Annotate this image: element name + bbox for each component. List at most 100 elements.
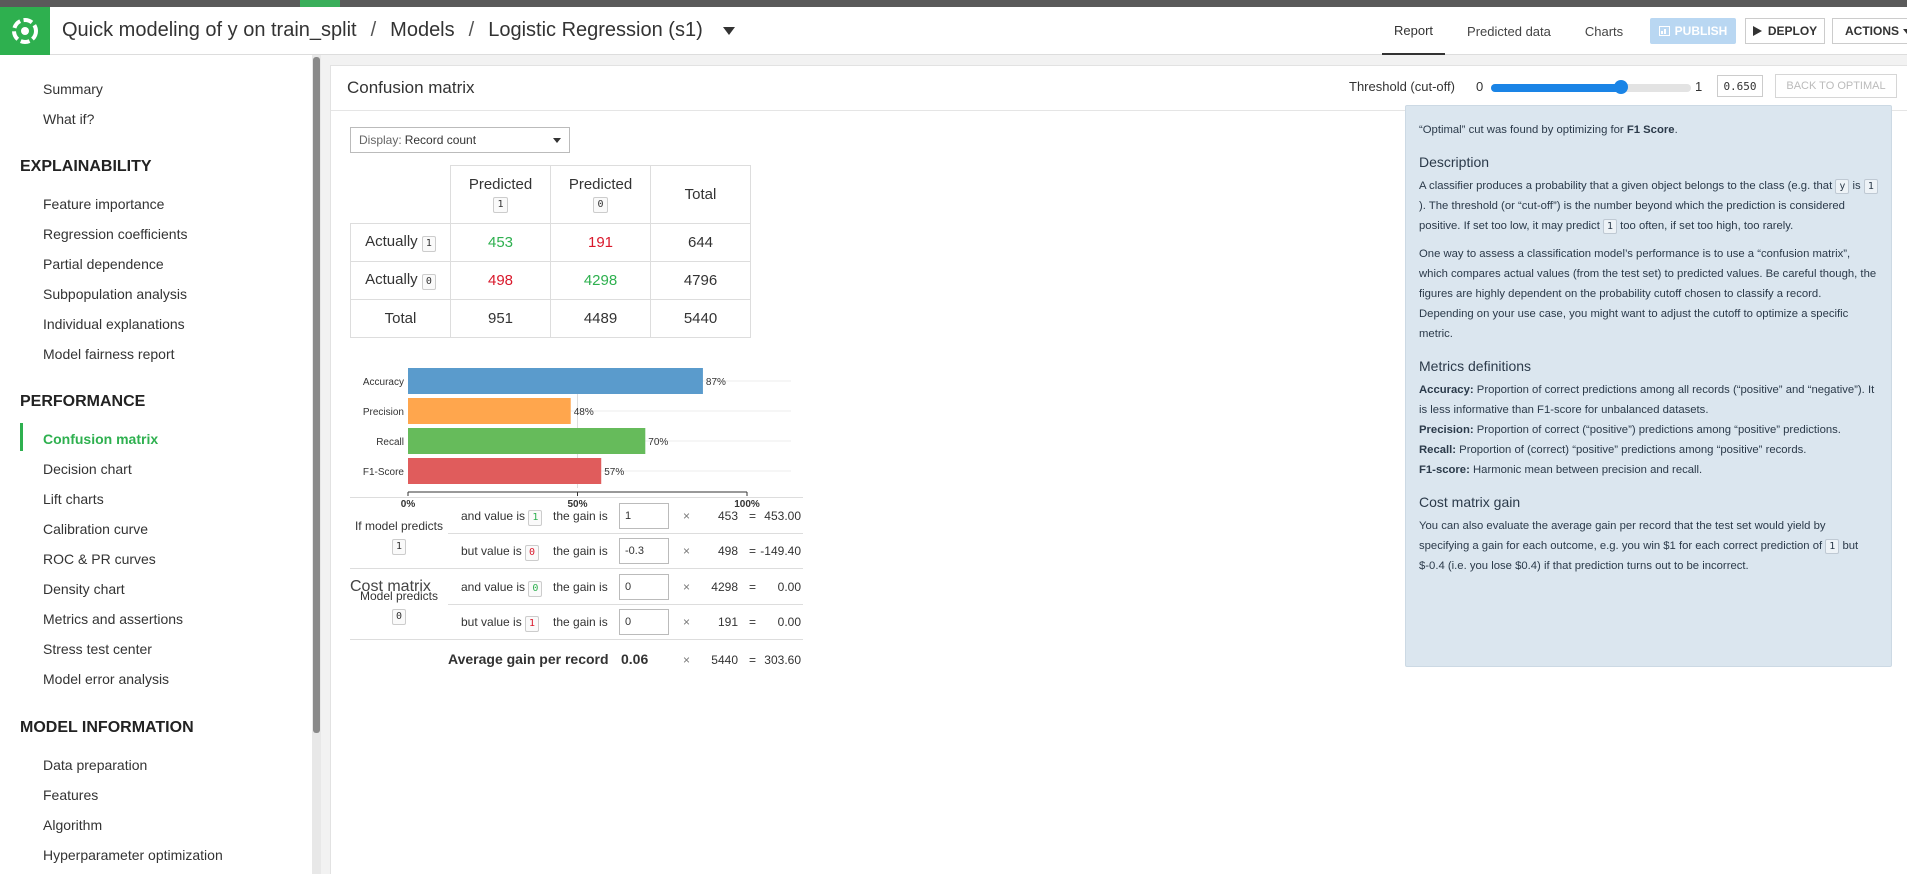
cost-group-label: If model predicts 1 <box>350 517 448 555</box>
matrix-corner <box>350 165 451 224</box>
true-positive-cell: 453 <box>450 223 551 262</box>
publish-button[interactable]: PUBLISH <box>1650 18 1736 44</box>
matrix-row-header: Actually 0 <box>350 261 451 300</box>
chart-category-label: Accuracy <box>363 377 404 388</box>
breadcrumb-project[interactable]: Quick modeling of y on train_split <box>62 19 357 41</box>
cost-condition: and value is 1 <box>461 509 543 526</box>
cost-condition-text: but value is <box>461 615 522 629</box>
window-top-strip <box>0 0 1907 7</box>
page-title: Confusion matrix <box>347 78 475 97</box>
sidebar-item-partial-dependence[interactable]: Partial dependence <box>43 256 164 272</box>
help-text: Proportion of correct predictions among … <box>1419 384 1875 416</box>
gain-label: the gain is <box>553 544 608 558</box>
sidebar-item-lift-charts[interactable]: Lift charts <box>43 491 104 507</box>
cost-divider <box>350 568 803 569</box>
sidebar-item-summary[interactable]: Summary <box>43 81 103 97</box>
metric-def-accuracy: Accuracy: Proportion of correct predicti… <box>1419 380 1878 420</box>
cost-result: 0.00 <box>777 580 801 594</box>
cost-group-text: Model predicts <box>359 589 439 603</box>
sidebar-item-model-error-analysis[interactable]: Model error analysis <box>43 671 170 687</box>
sidebar-scrollbar[interactable] <box>312 55 321 874</box>
true-negative-cell: 4298 <box>550 261 651 300</box>
col-total-cell: 951 <box>450 299 551 338</box>
predicted-header-label: Predicted <box>568 176 633 193</box>
sidebar-item-algorithm[interactable]: Algorithm <box>43 817 103 833</box>
code-pill: y <box>1835 179 1850 194</box>
class-pill: 0 <box>421 274 436 290</box>
breadcrumb-model-name[interactable]: Logistic Regression (s1) <box>488 19 703 41</box>
sidebar-item-density-chart[interactable]: Density chart <box>43 581 125 597</box>
metric-term: F1-score: <box>1419 464 1470 476</box>
metric-def-recall: Recall: Proportion of (correct) “positiv… <box>1419 440 1878 460</box>
cost-condition-text: and value is <box>461 509 526 523</box>
gain-input[interactable]: 0 <box>619 574 669 600</box>
actually-label: Actually <box>365 271 418 288</box>
chevron-down-icon[interactable] <box>722 26 735 35</box>
threshold-slider-handle[interactable] <box>1614 80 1628 94</box>
sidebar-item-confusion-matrix[interactable]: Confusion matrix <box>43 431 159 447</box>
avg-count: 5440 <box>711 653 738 667</box>
times-sign: × <box>683 509 691 523</box>
sidebar-item-stress-test-center[interactable]: Stress test center <box>43 641 152 657</box>
tab-predicted-data[interactable]: Predicted data <box>1467 23 1551 39</box>
chart-value-label: 48% <box>574 407 594 418</box>
breadcrumb-models[interactable]: Models <box>390 19 455 41</box>
deploy-label: DEPLOY <box>1767 24 1818 38</box>
optimal-note: “Optimal” cut was found by optimizing fo… <box>1419 120 1878 140</box>
chart-bar <box>408 398 571 424</box>
actions-button[interactable]: ACTIONS <box>1832 18 1907 44</box>
help-text: Proportion of correct (“positive”) predi… <box>1473 424 1841 436</box>
tab-charts[interactable]: Charts <box>1584 23 1624 39</box>
breadcrumb-separator: / <box>468 19 475 41</box>
threshold-value-input[interactable]: 0.650 <box>1717 75 1763 97</box>
help-text: ). The threshold (or “cut-off”) is the n… <box>1419 200 1845 232</box>
cost-condition-text: and value is <box>461 580 526 594</box>
sidebar-item-hyperparameter-optimization[interactable]: Hyperparameter optimization <box>43 847 223 863</box>
metric-term: Accuracy: <box>1419 384 1474 396</box>
sidebar-item-regression-coefficients[interactable]: Regression coefficients <box>43 226 188 242</box>
deploy-button[interactable]: DEPLOY <box>1745 18 1825 44</box>
sidebar-item-feature-importance[interactable]: Feature importance <box>43 196 165 212</box>
grand-total-cell: 5440 <box>650 299 751 338</box>
gain-input[interactable]: -0.3 <box>619 538 669 564</box>
cost-count: 191 <box>717 615 738 629</box>
gain-input[interactable]: 1 <box>619 503 669 529</box>
sidebar-item-model-fairness-report[interactable]: Model fairness report <box>43 346 175 362</box>
equals-sign: = <box>749 580 757 594</box>
sidebar-item-metrics-assertions[interactable]: Metrics and assertions <box>43 611 184 627</box>
sidebar-item-data-preparation[interactable]: Data preparation <box>43 757 148 773</box>
times-sign: × <box>683 615 691 629</box>
back-to-optimal-button[interactable]: BACK TO OPTIMAL <box>1775 74 1897 98</box>
tab-report[interactable]: Report <box>1382 7 1446 55</box>
sidebar-item-decision-chart[interactable]: Decision chart <box>43 461 132 477</box>
avg-gain-value: 0.06 <box>621 651 649 667</box>
chart-category-label: Precision <box>363 407 404 418</box>
description-paragraph: A classifier produces a probability that… <box>1419 176 1878 236</box>
threshold-slider-max: 1 <box>1695 79 1703 94</box>
class-pill: 0 <box>391 609 407 625</box>
display-select[interactable]: Display: Record count <box>350 127 570 153</box>
app-header: Quick modeling of y on train_split / Model… <box>0 7 1907 55</box>
class-pill: 1 <box>525 616 540 632</box>
times-sign: × <box>683 653 691 667</box>
cost-group-label: Model predicts 0 <box>350 587 448 625</box>
sidebar-item-individual-explanations[interactable]: Individual explanations <box>43 316 185 332</box>
class-pill: 1 <box>493 197 508 213</box>
cost-count: 4298 <box>711 580 738 594</box>
sidebar-item-roc-pr-curves[interactable]: ROC & PR curves <box>43 551 156 567</box>
app-logo-icon[interactable] <box>0 7 50 55</box>
help-text: Harmonic mean between precision and reca… <box>1469 464 1703 476</box>
sidebar-active-indicator <box>20 423 23 451</box>
threshold-slider[interactable] <box>1491 80 1691 94</box>
chart-bar <box>408 458 602 484</box>
sidebar-item-calibration-curve[interactable]: Calibration curve <box>43 521 149 537</box>
help-text: is <box>1849 180 1864 192</box>
sidebar-item-subpopulation-analysis[interactable]: Subpopulation analysis <box>43 286 187 302</box>
sidebar-item-what-if[interactable]: What if? <box>43 111 95 127</box>
gain-input[interactable]: 0 <box>619 609 669 635</box>
cost-divider <box>448 604 803 605</box>
cost-matrix-title: Cost matrix <box>350 578 431 595</box>
sidebar-item-features[interactable]: Features <box>43 787 99 803</box>
sidebar-scrollbar-thumb[interactable] <box>313 57 320 733</box>
threshold-slider-fill <box>1491 84 1621 92</box>
